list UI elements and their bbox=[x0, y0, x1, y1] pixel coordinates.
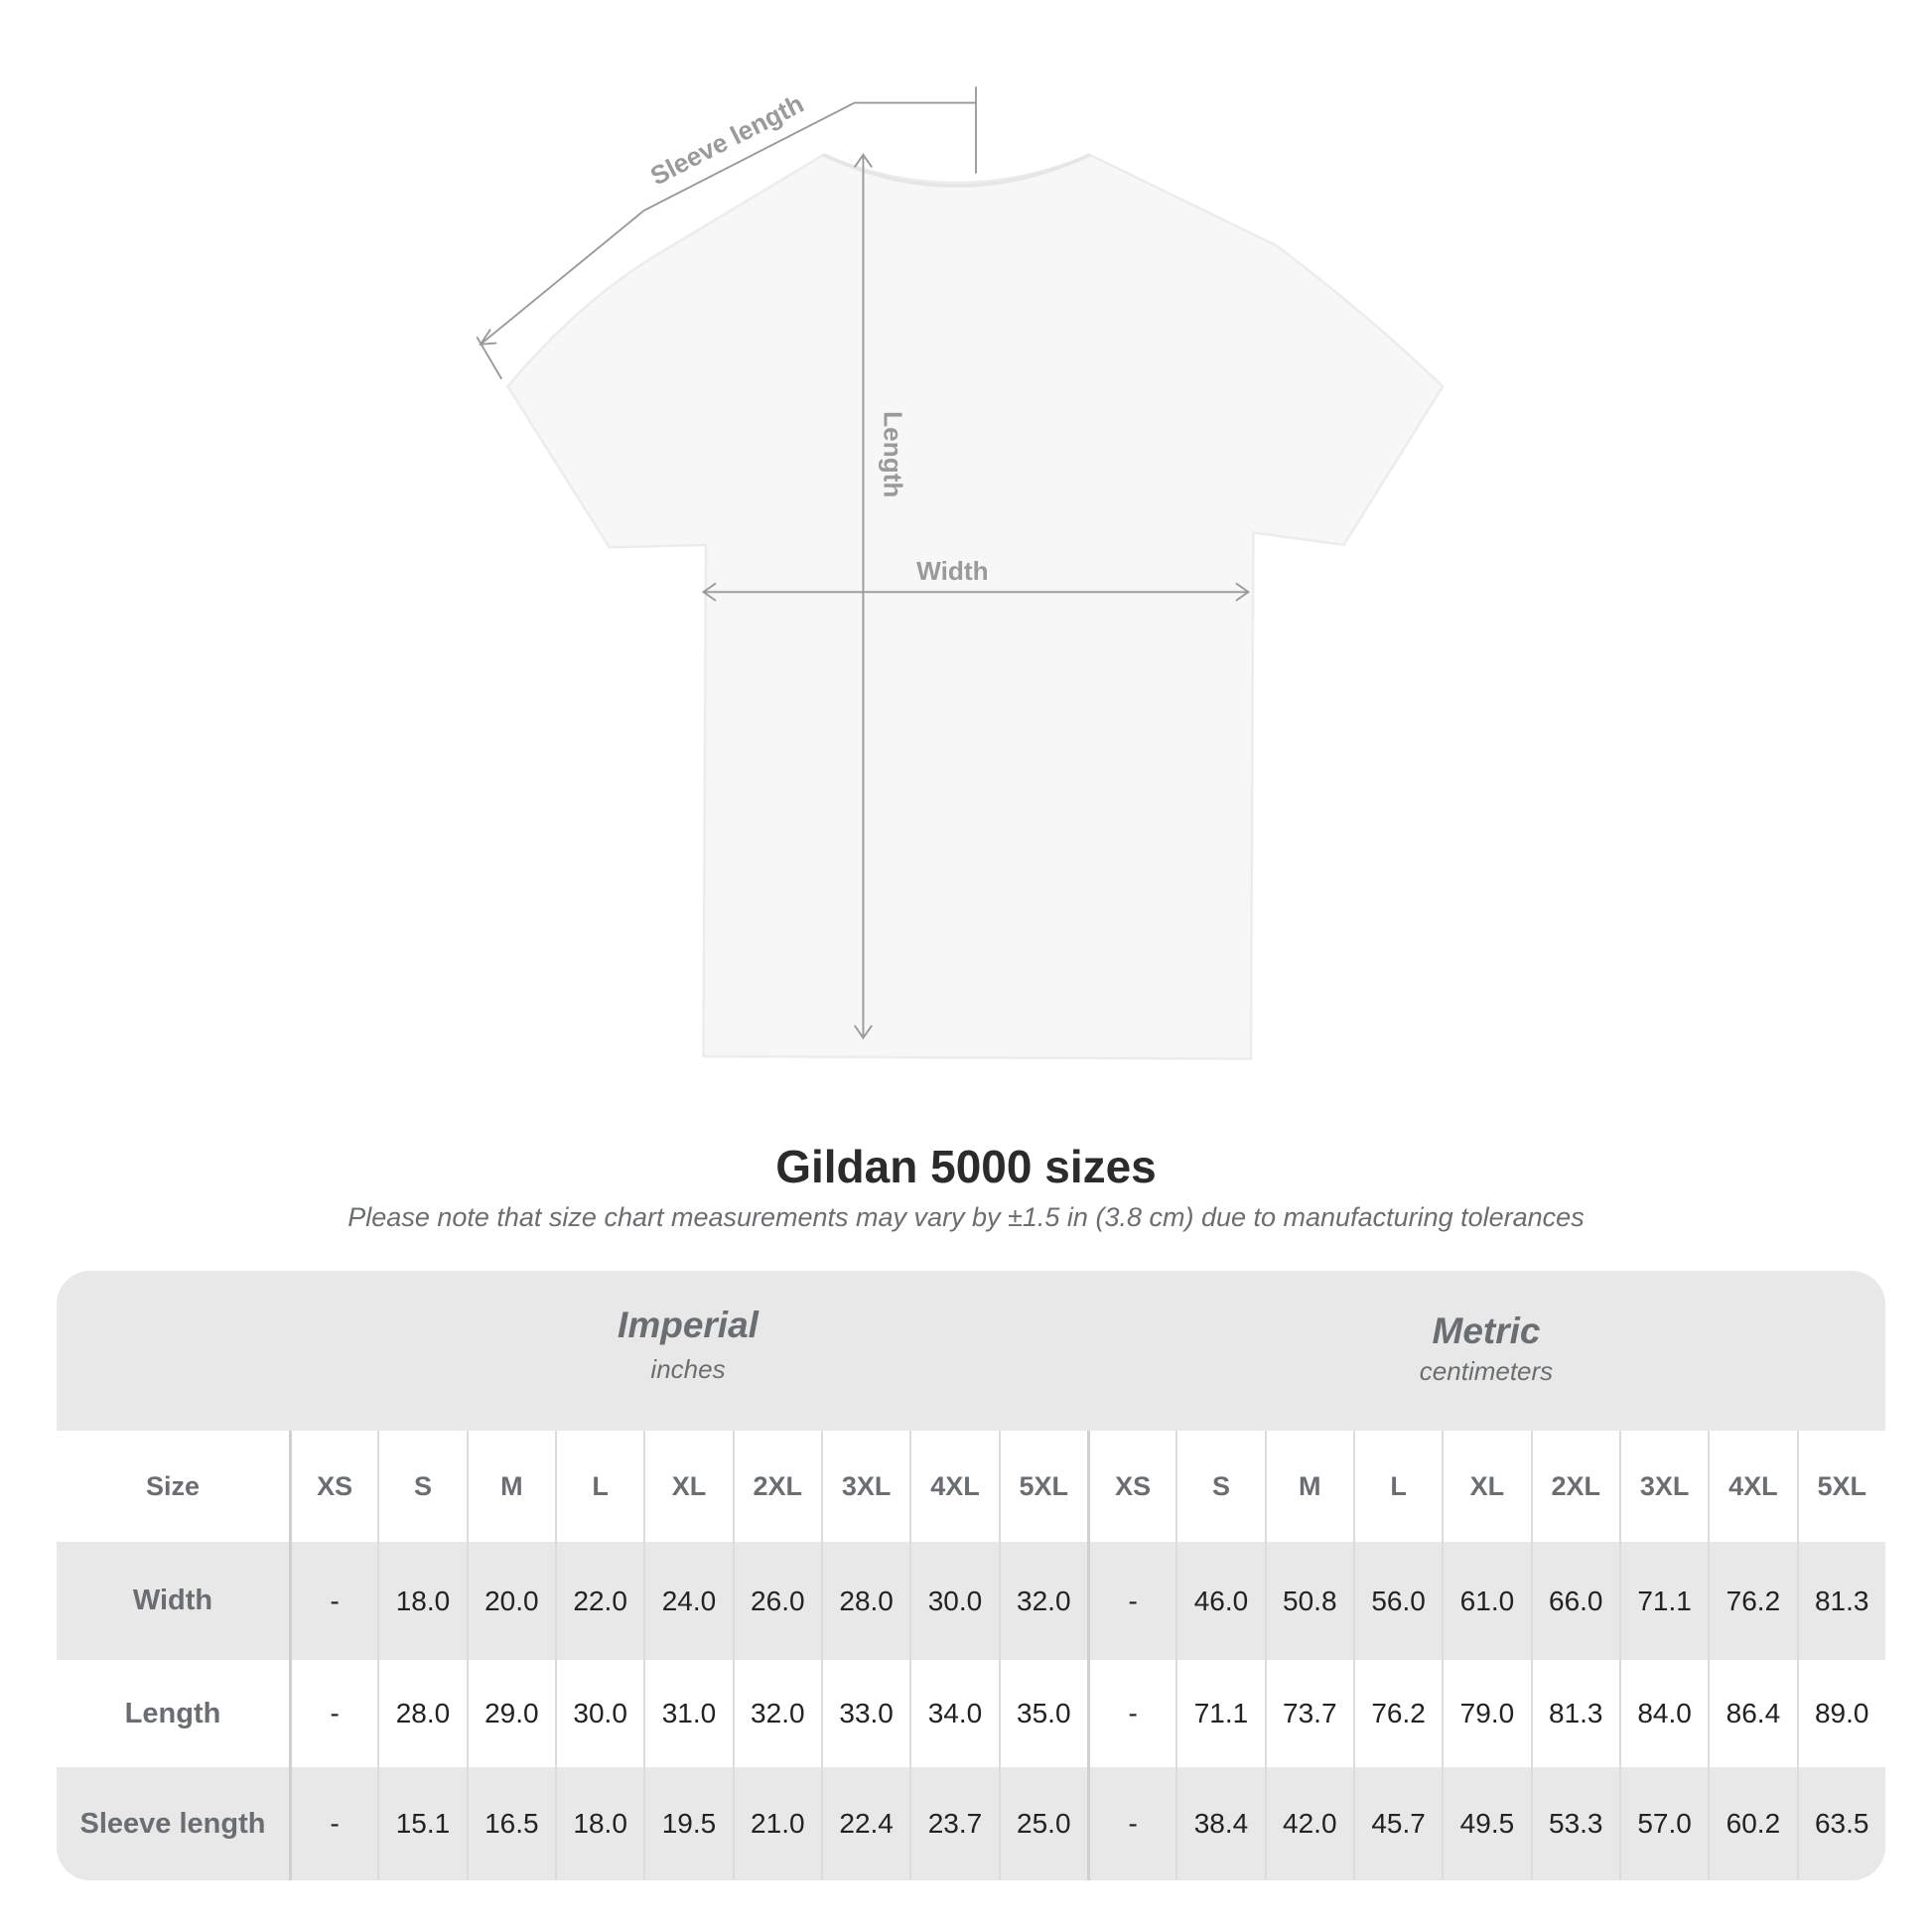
size-table: Imperial inches Metric centimeters Size X… bbox=[57, 1271, 1885, 1880]
metric-value-cell: 61.0 bbox=[1442, 1542, 1530, 1660]
metric-value-cell: 46.0 bbox=[1175, 1542, 1264, 1660]
size-column-label: Size bbox=[145, 1470, 201, 1501]
table-row: Length -28.0 29.0 30.0 31.0 32.0 33.0 34.0 35.0-… bbox=[57, 1660, 1885, 1767]
metric-value-cell: 86.4 bbox=[1708, 1660, 1796, 1767]
row-label: Length bbox=[124, 1697, 221, 1729]
metric-value-cell: 84.0 bbox=[1618, 1660, 1708, 1767]
metric-value-cell: 53.3 bbox=[1530, 1767, 1619, 1880]
imperial-value-cell: 22.4 bbox=[820, 1767, 909, 1880]
imperial-unit: inches bbox=[650, 1354, 726, 1384]
metric-size-xs: XS bbox=[1086, 1431, 1175, 1542]
imperial-value-cell: 25.0 bbox=[998, 1767, 1087, 1880]
size-header-row: Size XS S M L XL 2XL 3XL 4XL 5XL XS S M L XL 2XL 3XL 4XL 5… bbox=[57, 1431, 1885, 1542]
imperial-value-cell: 15.1 bbox=[377, 1767, 466, 1880]
imperial-size-5xl: 5XL bbox=[998, 1431, 1087, 1542]
imperial-value-cell: 24.0 bbox=[643, 1542, 732, 1660]
metric-value-cell: - bbox=[1086, 1542, 1175, 1660]
metric-value-cell: 76.2 bbox=[1352, 1660, 1442, 1767]
imperial-value-cell: - bbox=[289, 1767, 377, 1880]
metric-size-l: L bbox=[1352, 1431, 1442, 1542]
metric-value-cell: 81.3 bbox=[1796, 1542, 1885, 1660]
metric-value-cell: 66.0 bbox=[1530, 1542, 1619, 1660]
row-label: Width bbox=[132, 1585, 213, 1616]
metric-unit: centimeters bbox=[1419, 1356, 1554, 1386]
metric-value-cell: 63.5 bbox=[1796, 1767, 1885, 1880]
imperial-size-4xl: 4XL bbox=[909, 1431, 998, 1542]
metric-value-cell: 76.2 bbox=[1708, 1542, 1796, 1660]
metric-value-cell: 60.2 bbox=[1708, 1767, 1796, 1880]
metric-title: Metric bbox=[1432, 1311, 1541, 1351]
metric-size-3xl: 3XL bbox=[1618, 1431, 1708, 1542]
metric-size-2xl: 2XL bbox=[1530, 1431, 1619, 1542]
imperial-size-m: M bbox=[466, 1431, 555, 1542]
imperial-value-cell: 21.0 bbox=[732, 1767, 821, 1880]
imperial-value-cell: - bbox=[289, 1660, 377, 1767]
imperial-value-cell: - bbox=[289, 1542, 377, 1660]
imperial-size-2xl: 2XL bbox=[732, 1431, 821, 1542]
tshirt-shape bbox=[505, 153, 1445, 1060]
metric-value-cell: 89.0 bbox=[1796, 1660, 1885, 1767]
imperial-value-cell: 28.0 bbox=[377, 1660, 466, 1767]
metric-size-s: S bbox=[1175, 1431, 1264, 1542]
imperial-header: Imperial inches bbox=[289, 1271, 1087, 1431]
imperial-value-cell: 34.0 bbox=[909, 1660, 998, 1767]
metric-value-cell: 79.0 bbox=[1442, 1660, 1530, 1767]
metric-value-cell: 50.8 bbox=[1264, 1542, 1353, 1660]
imperial-value-cell: 16.5 bbox=[466, 1767, 555, 1880]
imperial-size-3xl: 3XL bbox=[820, 1431, 909, 1542]
imperial-size-l: L bbox=[554, 1431, 643, 1542]
metric-value-cell: 81.3 bbox=[1530, 1660, 1619, 1767]
length-label: Length bbox=[879, 411, 908, 497]
metric-value-cell: 57.0 bbox=[1618, 1767, 1708, 1880]
imperial-value-cell: 32.0 bbox=[998, 1542, 1087, 1660]
imperial-size-xs: XS bbox=[289, 1431, 377, 1542]
imperial-value-cell: 33.0 bbox=[820, 1660, 909, 1767]
imperial-value-cell: 22.0 bbox=[554, 1542, 643, 1660]
metric-value-cell: 71.1 bbox=[1175, 1660, 1264, 1767]
tolerance-note: Please note that size chart measurements… bbox=[347, 1202, 1585, 1232]
imperial-title: Imperial bbox=[618, 1305, 759, 1345]
imperial-value-cell: 35.0 bbox=[998, 1660, 1087, 1767]
metric-size-5xl: 5XL bbox=[1796, 1431, 1885, 1542]
imperial-value-cell: 18.0 bbox=[554, 1767, 643, 1880]
metric-value-cell: - bbox=[1086, 1660, 1175, 1767]
imperial-value-cell: 18.0 bbox=[377, 1542, 466, 1660]
imperial-value-cell: 30.0 bbox=[909, 1542, 998, 1660]
metric-value-cell: 56.0 bbox=[1352, 1542, 1442, 1660]
imperial-value-cell: 31.0 bbox=[643, 1660, 732, 1767]
table-row: Sleeve length -15.1 16.5 18.0 19.5 21.0 22.4 23… bbox=[57, 1767, 1885, 1880]
metric-value-cell: - bbox=[1086, 1767, 1175, 1880]
metric-header: Metric centimeters bbox=[1087, 1271, 1885, 1431]
dimension-lines bbox=[476, 86, 1251, 1039]
imperial-value-cell: 32.0 bbox=[732, 1660, 821, 1767]
imperial-value-cell: 23.7 bbox=[909, 1767, 998, 1880]
metric-size-m: M bbox=[1264, 1431, 1353, 1542]
metric-value-cell: 45.7 bbox=[1352, 1767, 1442, 1880]
imperial-size-xl: XL bbox=[643, 1431, 732, 1542]
metric-value-cell: 71.1 bbox=[1618, 1542, 1708, 1660]
table-row: Width -18.0 20.0 22.0 24.0 26.0 28.0 30.0 32.0-4… bbox=[57, 1542, 1885, 1660]
metric-value-cell: 73.7 bbox=[1264, 1660, 1353, 1767]
row-label: Sleeve length bbox=[79, 1807, 266, 1840]
imperial-value-cell: 28.0 bbox=[820, 1542, 909, 1660]
metric-value-cell: 49.5 bbox=[1442, 1767, 1530, 1880]
metric-size-xl: XL bbox=[1442, 1431, 1530, 1542]
page-title: Gildan 5000 sizes bbox=[775, 1141, 1157, 1192]
width-label: Width bbox=[916, 556, 988, 586]
imperial-value-cell: 29.0 bbox=[466, 1660, 555, 1767]
metric-value-cell: 42.0 bbox=[1264, 1767, 1353, 1880]
imperial-value-cell: 19.5 bbox=[643, 1767, 732, 1880]
imperial-value-cell: 20.0 bbox=[466, 1542, 555, 1660]
metric-size-4xl: 4XL bbox=[1708, 1431, 1796, 1542]
metric-value-cell: 38.4 bbox=[1175, 1767, 1264, 1880]
imperial-size-s: S bbox=[377, 1431, 466, 1542]
imperial-value-cell: 26.0 bbox=[732, 1542, 821, 1660]
imperial-value-cell: 30.0 bbox=[554, 1660, 643, 1767]
